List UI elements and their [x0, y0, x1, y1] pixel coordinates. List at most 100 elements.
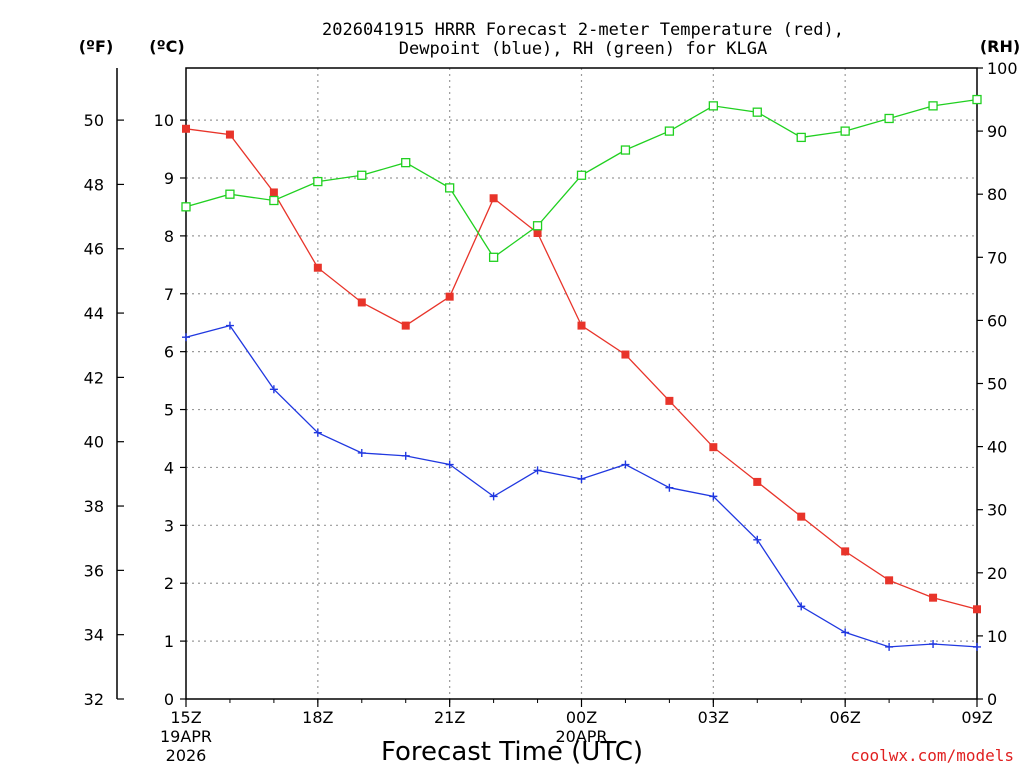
- dewpoint-point: [797, 602, 806, 611]
- celsius-tick-label: 6: [164, 343, 174, 362]
- temperature-point: [621, 350, 630, 359]
- temperature-point: [401, 321, 410, 330]
- celsius-tick-label: 7: [164, 285, 174, 304]
- rh-point: [884, 113, 894, 124]
- x-tick-label: 00Z: [566, 708, 597, 727]
- dewpoint-point: [225, 321, 234, 330]
- dewpoint-point: [621, 460, 630, 469]
- temperature-point: [797, 512, 806, 521]
- celsius-tick-label: 5: [164, 401, 174, 420]
- rh-tick-label: 20: [987, 564, 1007, 583]
- celsius-tick-label: 2: [164, 574, 174, 593]
- x-tick-label: 06Z: [830, 708, 861, 727]
- temperature-point: [665, 396, 674, 405]
- rh-tick-label: 80: [987, 185, 1007, 204]
- rh-point: [620, 145, 631, 155]
- fahrenheit-tick-label: 38: [84, 497, 104, 516]
- celsius-tick-label: 0: [164, 690, 174, 709]
- x-tick-date: 19APR: [160, 727, 212, 746]
- fahrenheit-tick-label: 34: [84, 626, 104, 645]
- dewpoint-point: [313, 428, 322, 437]
- rh-point: [752, 107, 762, 117]
- dewpoint-point: [665, 483, 674, 492]
- x-axis-label: Forecast Time (UTC): [381, 737, 643, 767]
- fahrenheit-tick-label: 42: [84, 368, 104, 387]
- x-tick-label: 18Z: [302, 708, 333, 727]
- rh-point: [445, 183, 455, 193]
- temperature-point: [533, 228, 542, 237]
- celsius-unit-label: (ºC): [149, 37, 184, 56]
- rh-tick-label: 50: [987, 375, 1007, 394]
- series-layer: [181, 94, 982, 651]
- fahrenheit-tick-label: 48: [84, 175, 104, 194]
- fahrenheit-tick-label: 36: [84, 561, 104, 580]
- celsius-tick-label: 1: [164, 632, 174, 651]
- rh-point: [313, 176, 323, 187]
- rh-point: [972, 94, 982, 105]
- temperature-point: [709, 443, 718, 452]
- rh-point: [181, 202, 191, 212]
- rh-tick-label: 90: [987, 122, 1007, 141]
- celsius-tick-label: 8: [164, 227, 174, 246]
- celsius-tick-label: 3: [164, 516, 174, 535]
- rh-tick-label: 0: [987, 690, 997, 709]
- dewpoint-point: [753, 535, 762, 544]
- rh-point: [664, 126, 675, 136]
- chart-title-line-1: 2026041915 HRRR Forecast 2-meter Tempera…: [322, 20, 844, 40]
- temperature-point: [357, 298, 366, 307]
- temperature-point: [489, 194, 498, 203]
- dewpoint-point: [709, 492, 718, 501]
- rh-point: [225, 189, 235, 199]
- fahrenheit-tick-label: 44: [84, 304, 104, 323]
- fahrenheit-tick-label: 32: [84, 690, 104, 709]
- temperature-point: [929, 593, 938, 602]
- temperature-point: [225, 130, 234, 139]
- rh-tick-label: 30: [987, 501, 1007, 520]
- fahrenheit-tick-label: 40: [84, 433, 104, 452]
- rh-point: [840, 126, 850, 136]
- fahrenheit-tick-label: 50: [84, 111, 104, 130]
- temperature-point: [269, 188, 278, 197]
- dewpoint-point: [489, 492, 498, 501]
- dewpoint-point: [401, 451, 410, 460]
- temperature-point: [313, 263, 322, 272]
- dewpoint-point: [182, 333, 190, 342]
- rh-point: [708, 101, 718, 111]
- x-tick-year: 2026: [166, 746, 207, 765]
- fahrenheit-tick-label: 46: [84, 240, 104, 259]
- dewpoint-point: [269, 385, 278, 394]
- celsius-tick-label: 4: [164, 458, 174, 477]
- rh-tick-label: 70: [987, 248, 1007, 267]
- temperature-point: [577, 321, 586, 330]
- x-tick-label: 09Z: [961, 708, 992, 727]
- rh-tick-label: 60: [987, 311, 1007, 330]
- temperature-point: [973, 605, 981, 614]
- temperature-point: [753, 477, 762, 486]
- x-tick-label: 03Z: [698, 708, 729, 727]
- fahrenheit-unit-label: (ºF): [79, 37, 114, 56]
- rh-tick-label: 100: [987, 59, 1018, 78]
- temperature-point: [885, 576, 894, 585]
- dewpoint-point: [577, 475, 586, 484]
- dewpoint-point: [533, 466, 542, 475]
- rh-point: [576, 170, 587, 180]
- rh-point: [488, 252, 499, 262]
- x-tick-label: 21Z: [434, 708, 465, 727]
- dewpoint-point: [929, 640, 938, 649]
- chart-title-line-2: Dewpoint (blue), RH (green) for KLGA: [399, 39, 767, 59]
- x-tick-label: 15Z: [170, 708, 201, 727]
- grid-lines: [186, 68, 977, 699]
- plot-frame: [185, 67, 978, 700]
- dewpoint-point: [357, 448, 366, 457]
- dewpoint-point: [445, 460, 454, 469]
- rh-point: [401, 157, 411, 168]
- celsius-tick-label: 10: [154, 111, 174, 130]
- x-tick-date: 20APR: [555, 727, 607, 746]
- temperature-point: [182, 124, 190, 133]
- rh-tick-label: 10: [987, 627, 1007, 646]
- temperature-point: [445, 292, 454, 301]
- rh-unit-label: (RH): [980, 37, 1020, 56]
- dewpoint-point: [973, 642, 981, 651]
